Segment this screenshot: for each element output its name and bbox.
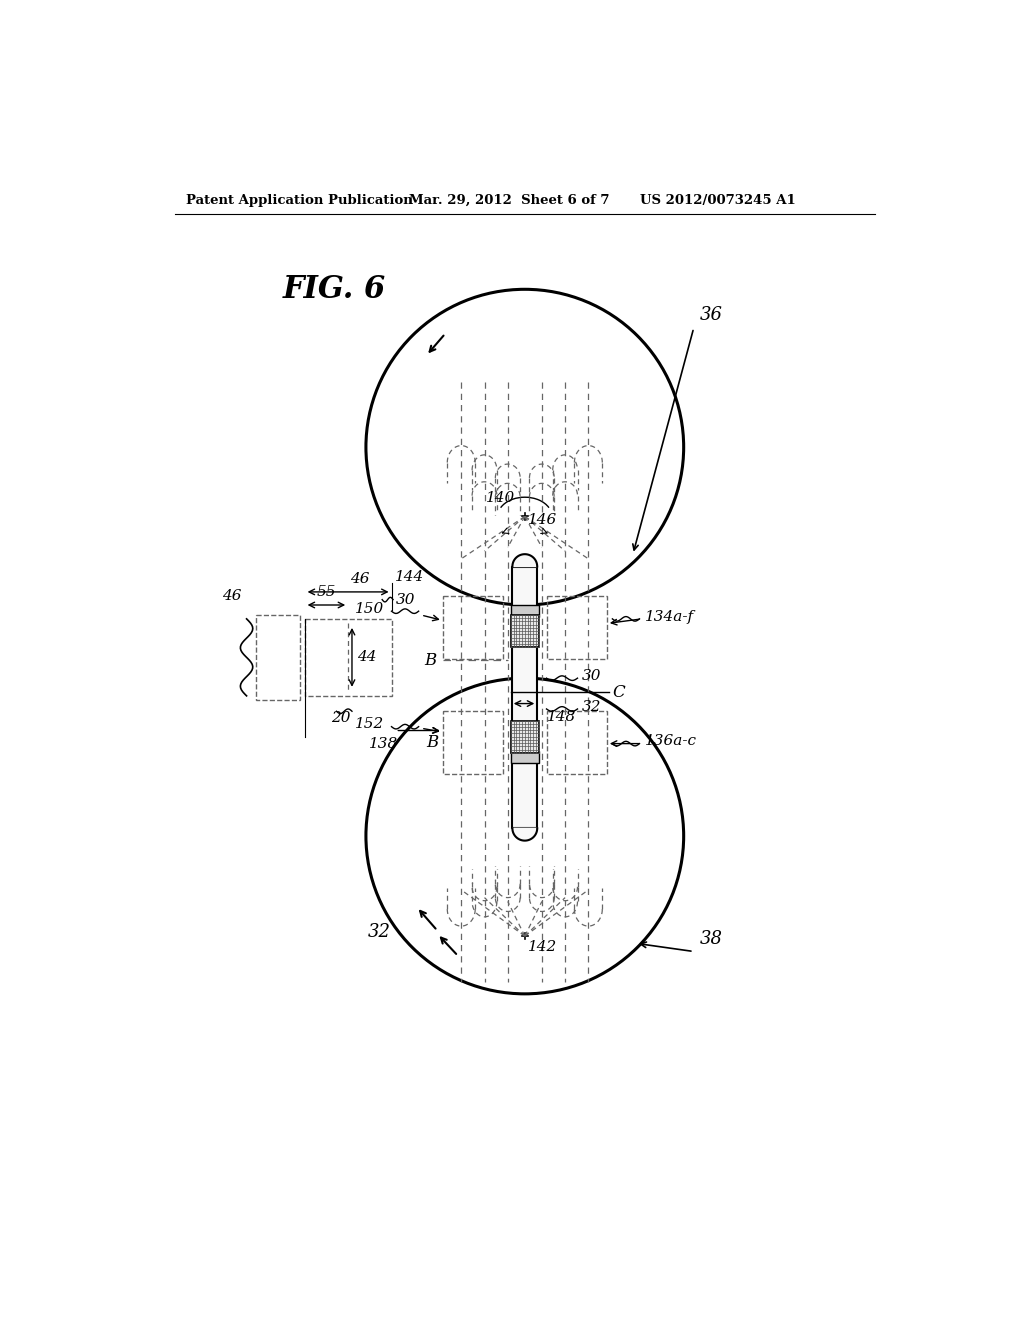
Bar <box>547 711 607 775</box>
Bar <box>512 566 538 829</box>
Bar <box>442 711 503 775</box>
Text: B: B <box>426 734 438 751</box>
Text: 30: 30 <box>582 669 601 682</box>
Text: 148: 148 <box>547 710 575 723</box>
Text: US 2012/0073245 A1: US 2012/0073245 A1 <box>640 194 796 207</box>
Text: 36: 36 <box>700 306 723 323</box>
Text: 55: 55 <box>316 585 336 599</box>
Text: FIG. 6: FIG. 6 <box>283 275 386 305</box>
Polygon shape <box>512 829 538 841</box>
Text: 150: 150 <box>354 602 384 616</box>
Text: 152: 152 <box>354 717 384 731</box>
Text: 136a-c: 136a-c <box>645 734 697 748</box>
Text: 146: 146 <box>528 512 557 527</box>
Bar <box>511 721 539 752</box>
Text: B: B <box>424 652 436 669</box>
Bar <box>305 619 391 696</box>
Bar <box>511 751 539 763</box>
Bar <box>511 615 539 647</box>
Text: 46: 46 <box>350 572 370 586</box>
Text: C: C <box>612 684 625 701</box>
Text: 32: 32 <box>582 700 601 714</box>
Text: 32: 32 <box>369 923 391 941</box>
Text: 20: 20 <box>331 711 350 725</box>
Text: 46: 46 <box>222 589 242 603</box>
Bar <box>442 595 503 659</box>
Bar <box>256 615 300 700</box>
Text: 140: 140 <box>486 491 515 506</box>
Polygon shape <box>512 554 538 566</box>
Text: 30: 30 <box>395 593 415 607</box>
Text: 138: 138 <box>369 737 398 751</box>
Text: 134a-f: 134a-f <box>645 610 694 623</box>
Text: 144: 144 <box>395 570 425 585</box>
Text: 38: 38 <box>700 929 723 948</box>
Bar <box>511 605 539 616</box>
Text: 142: 142 <box>528 940 557 954</box>
Text: Mar. 29, 2012  Sheet 6 of 7: Mar. 29, 2012 Sheet 6 of 7 <box>409 194 609 207</box>
Bar <box>547 595 607 659</box>
Text: 44: 44 <box>357 651 377 664</box>
Text: Patent Application Publication: Patent Application Publication <box>186 194 413 207</box>
